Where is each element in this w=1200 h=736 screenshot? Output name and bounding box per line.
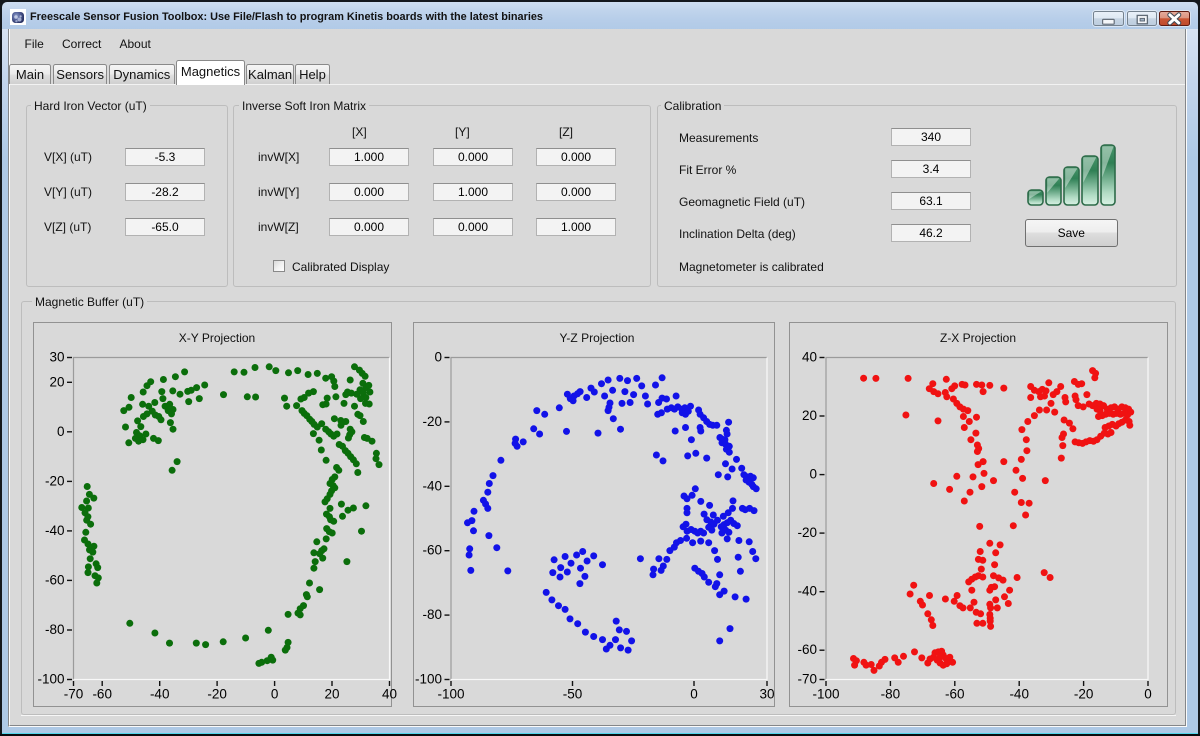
svg-text:-100: -100 xyxy=(37,672,64,687)
svg-text:0: 0 xyxy=(690,687,698,702)
svg-text:-40: -40 xyxy=(1009,687,1029,702)
svg-text:-60: -60 xyxy=(945,687,965,702)
svg-text:0: 0 xyxy=(57,424,65,439)
svg-text:-20: -20 xyxy=(207,687,227,702)
svg-text:-70: -70 xyxy=(64,687,84,702)
svg-text:0: 0 xyxy=(271,687,279,702)
svg-text:40: 40 xyxy=(802,350,817,365)
svg-text:-40: -40 xyxy=(45,523,65,538)
svg-text:-60: -60 xyxy=(45,572,65,587)
svg-text:-40: -40 xyxy=(422,478,442,493)
svg-text:-60: -60 xyxy=(422,543,442,558)
svg-text:-60: -60 xyxy=(797,642,817,657)
svg-text:0: 0 xyxy=(809,467,817,482)
svg-text:-40: -40 xyxy=(797,584,817,599)
svg-text:-60: -60 xyxy=(92,687,112,702)
svg-text:-50: -50 xyxy=(563,687,583,702)
svg-text:-100: -100 xyxy=(812,687,839,702)
svg-text:-70: -70 xyxy=(797,672,817,687)
svg-text:-20: -20 xyxy=(1074,687,1094,702)
svg-text:-40: -40 xyxy=(150,687,170,702)
svg-text:-20: -20 xyxy=(422,414,442,429)
svg-text:20: 20 xyxy=(802,408,817,423)
svg-text:-80: -80 xyxy=(45,622,65,637)
svg-text:0: 0 xyxy=(1144,687,1152,702)
svg-text:20: 20 xyxy=(324,687,339,702)
svg-text:-100: -100 xyxy=(437,687,464,702)
svg-text:40: 40 xyxy=(382,687,397,702)
svg-text:0: 0 xyxy=(434,350,442,365)
svg-text:-100: -100 xyxy=(415,672,442,687)
svg-text:-20: -20 xyxy=(45,473,65,488)
svg-text:-80: -80 xyxy=(422,607,442,622)
svg-text:-20: -20 xyxy=(797,525,817,540)
svg-text:30: 30 xyxy=(49,350,64,365)
svg-text:20: 20 xyxy=(49,374,64,389)
svg-text:30: 30 xyxy=(759,687,774,702)
svg-text:-80: -80 xyxy=(881,687,901,702)
